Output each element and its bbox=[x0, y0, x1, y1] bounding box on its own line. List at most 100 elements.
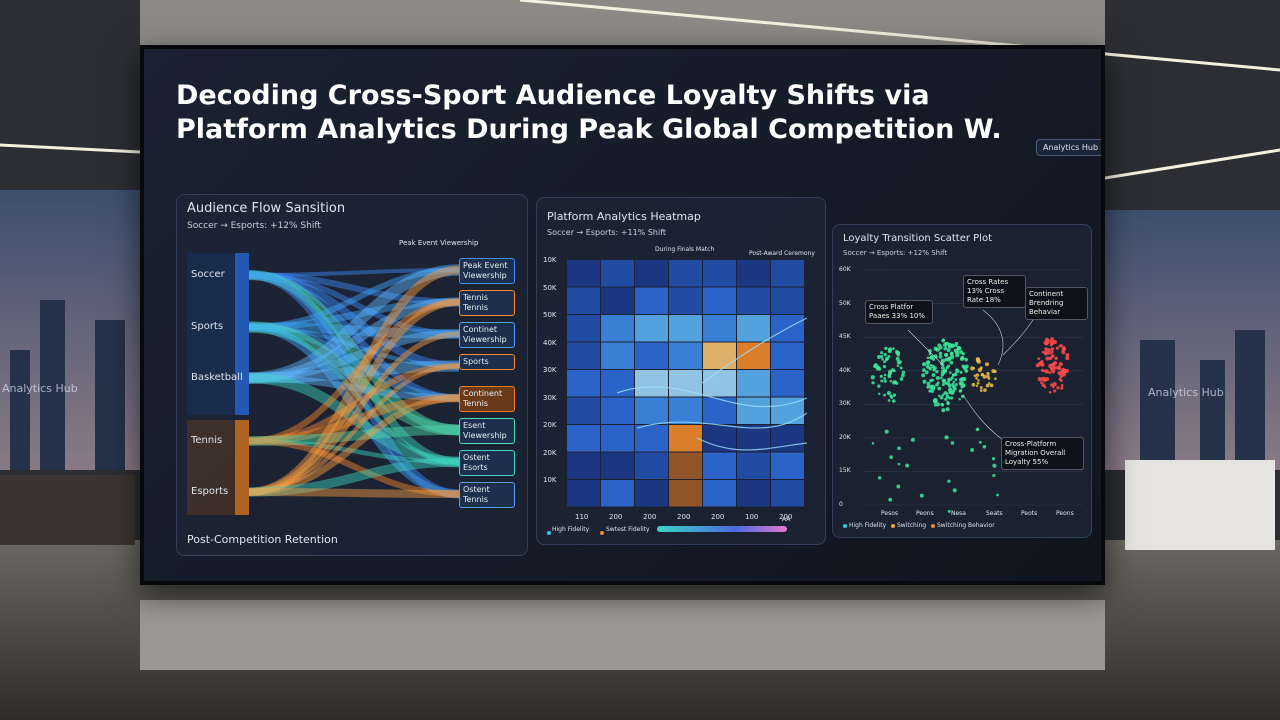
flow-band bbox=[248, 267, 460, 278]
scatter-dot bbox=[1050, 347, 1055, 351]
y-label: 20K bbox=[543, 421, 557, 429]
heatmap-cell bbox=[601, 370, 634, 397]
heatmap-cell bbox=[669, 370, 702, 397]
heatmap-cell bbox=[771, 397, 804, 424]
ceiling-light bbox=[1104, 148, 1280, 180]
heatmap-cell bbox=[567, 480, 600, 507]
scatter-dot bbox=[883, 360, 886, 364]
heatmap-cell bbox=[567, 315, 600, 342]
scatter-dot bbox=[926, 356, 930, 360]
scatter-dot bbox=[950, 396, 954, 400]
x-label: Peons bbox=[916, 510, 934, 517]
scatter-dot bbox=[884, 429, 889, 434]
flow-band bbox=[248, 270, 460, 371]
flow-band bbox=[248, 438, 460, 465]
scatter-dot bbox=[950, 441, 955, 445]
scatter-dot bbox=[942, 378, 947, 384]
y-label: 20K bbox=[839, 433, 851, 441]
scatter-dot bbox=[1053, 389, 1057, 393]
scatter-dot bbox=[1056, 386, 1060, 390]
scatter-dot bbox=[979, 389, 983, 393]
scatter-dot bbox=[1048, 390, 1052, 394]
scatter-dot bbox=[986, 374, 990, 379]
y-label: 50K bbox=[543, 283, 557, 292]
scatter-dot bbox=[935, 375, 940, 381]
panel-title: Platform Analytics Heatmap bbox=[547, 210, 701, 223]
scatter-dot bbox=[883, 377, 887, 380]
scatter-dot bbox=[1060, 369, 1064, 373]
y-label: 10K bbox=[543, 256, 557, 264]
flow-band bbox=[248, 393, 460, 446]
source-label: Sports bbox=[191, 321, 224, 332]
x-label: 200 bbox=[711, 512, 725, 521]
scatter-dot bbox=[910, 437, 915, 442]
panel-subtitle: Soccer → Esports: +12% Shift bbox=[843, 249, 948, 257]
flow-band bbox=[248, 298, 460, 331]
scatter-dot bbox=[941, 358, 946, 363]
scatter-dot bbox=[1045, 377, 1050, 382]
scatter-dot bbox=[1065, 353, 1070, 358]
x-label: 200 bbox=[609, 512, 623, 521]
flow-band bbox=[248, 271, 460, 402]
flow-band bbox=[248, 264, 460, 384]
scatter-dot bbox=[979, 386, 983, 390]
flow-band bbox=[248, 297, 460, 383]
heatmap-cell bbox=[737, 397, 770, 424]
target-node: Continet Viewership bbox=[459, 322, 515, 348]
scatter-dot bbox=[982, 374, 987, 379]
flow-band bbox=[248, 457, 460, 497]
y-label: 10K bbox=[543, 476, 557, 484]
title-line: Platform Analytics During Peak Global Co… bbox=[176, 114, 1002, 145]
heatmap-cell bbox=[635, 315, 668, 342]
x-label: 100 bbox=[745, 512, 759, 521]
scatter-dot bbox=[950, 351, 953, 355]
legend-swatch bbox=[931, 524, 935, 528]
flow-band bbox=[248, 265, 460, 497]
wall-base bbox=[140, 600, 1105, 670]
scatter-dot bbox=[933, 398, 938, 403]
scatter-dot bbox=[882, 364, 887, 369]
flow-band bbox=[248, 322, 460, 499]
scatter-dot bbox=[880, 351, 884, 355]
scatter-dot bbox=[945, 341, 950, 346]
trend-line bbox=[616, 386, 808, 408]
scatter-dot bbox=[1046, 348, 1051, 353]
scatter-dot bbox=[979, 366, 983, 370]
annotation: Cross-Platform Migration Overall Loyalty… bbox=[1001, 437, 1084, 470]
scatter-dot bbox=[925, 360, 930, 365]
scatter-dot bbox=[1045, 356, 1050, 361]
scatter-dot bbox=[941, 408, 946, 413]
scatter-dot bbox=[1057, 371, 1062, 375]
target-node: Ostent Tennis bbox=[459, 482, 515, 508]
heatmap-cell bbox=[737, 480, 770, 507]
heatmap-cell bbox=[601, 315, 634, 342]
scatter-dot bbox=[975, 377, 978, 380]
scatter-dot bbox=[944, 370, 947, 373]
heatmap-cell bbox=[703, 315, 736, 342]
scatter-dot bbox=[877, 476, 882, 480]
scatter-dot bbox=[887, 399, 891, 402]
scatter-dot bbox=[871, 442, 875, 445]
heatmap-cell bbox=[737, 260, 770, 287]
panel-footer: Post-Competition Retention bbox=[187, 533, 338, 546]
flow-band bbox=[248, 271, 460, 306]
scale-label: AA bbox=[782, 516, 791, 523]
scatter-dot bbox=[876, 354, 882, 359]
scatter-dot bbox=[949, 360, 954, 365]
scatter-dot bbox=[1055, 346, 1059, 350]
heatmap-cell bbox=[737, 452, 770, 479]
scatter-dot bbox=[879, 374, 883, 379]
heatmap-cell bbox=[567, 397, 600, 424]
scatter-dot bbox=[896, 484, 901, 489]
source-label: Soccer bbox=[191, 269, 225, 280]
scatter-dot bbox=[1051, 363, 1055, 367]
heatmap-cell bbox=[567, 370, 600, 397]
heatmap-cell bbox=[567, 342, 600, 369]
legend-swatch bbox=[891, 524, 895, 528]
scatter-dot bbox=[941, 382, 945, 387]
display-screen: Decoding Cross-Sport Audience Loyalty Sh… bbox=[140, 45, 1105, 585]
scatter-dot bbox=[880, 379, 884, 383]
scatter-dot bbox=[883, 373, 887, 377]
scatter-dot bbox=[883, 353, 887, 357]
scatter-dot bbox=[971, 382, 976, 387]
